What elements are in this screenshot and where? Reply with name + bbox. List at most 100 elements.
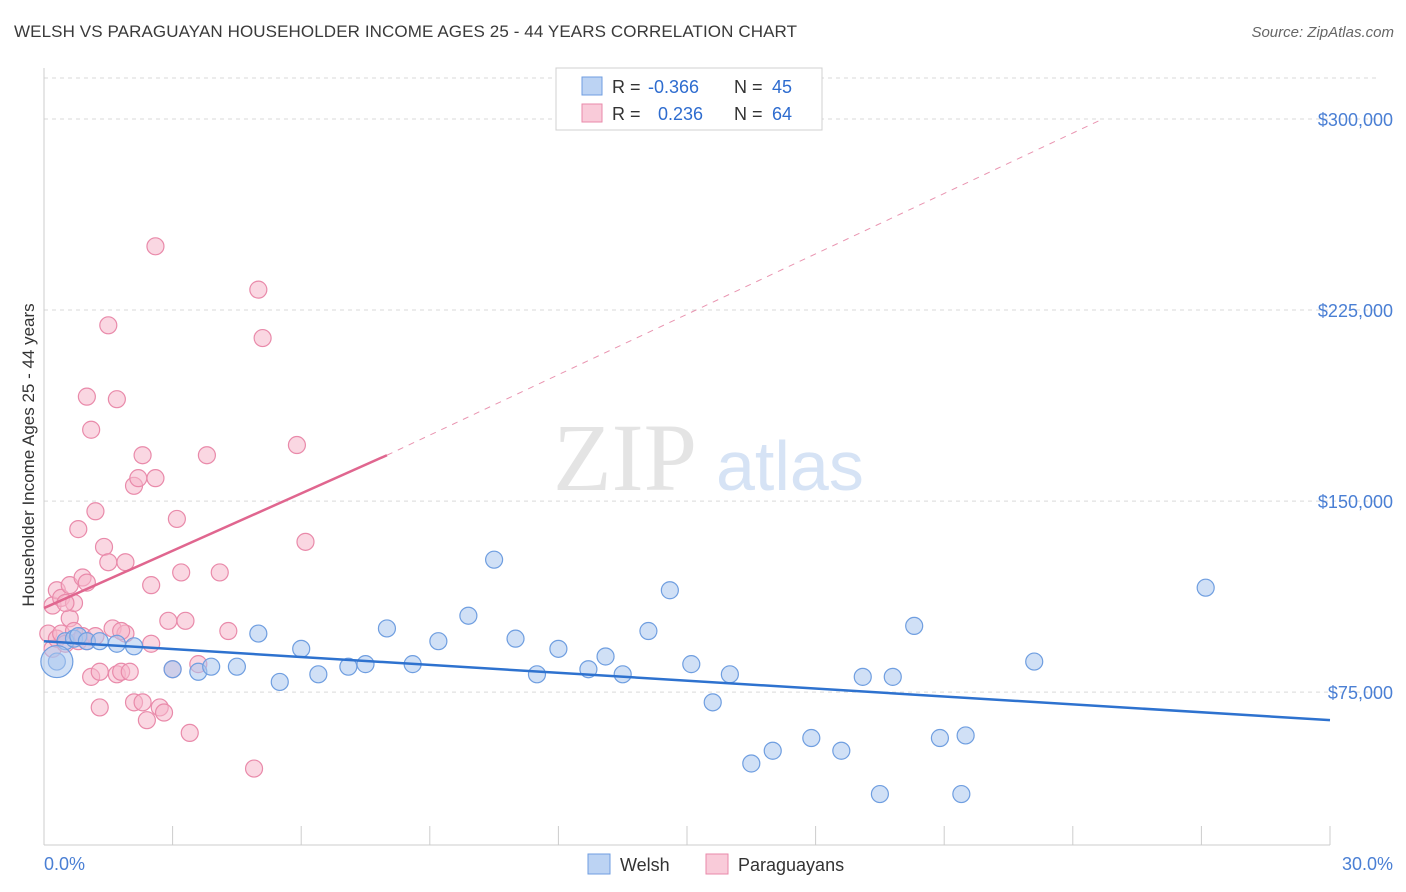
paraguayans-point-33 (120, 662, 139, 681)
welsh-point-40 (883, 667, 902, 686)
welsh-cluster-point (40, 644, 74, 679)
welsh-point-34 (742, 754, 761, 773)
series-legend: Welsh Paraguayans (587, 853, 844, 875)
welsh-point-18 (377, 619, 397, 638)
paraguayans-point-21 (86, 502, 105, 521)
legend-para-n-value: 64 (772, 104, 792, 124)
bottom-legend-para-label: Paraguayans (738, 855, 844, 875)
paraguayans-point-18 (82, 420, 101, 439)
welsh-point-29 (639, 621, 658, 641)
paraguayans-point-28 (107, 390, 126, 409)
trend-line-2 (386, 118, 1104, 456)
y-tick-label-2: $225,000 (1318, 301, 1393, 321)
paraguayans-point-43 (146, 469, 165, 488)
grid (44, 77, 1380, 693)
welsh-point-28 (613, 665, 632, 684)
chart-title: WELSH VS PARAGUAYAN HOUSEHOLDER INCOME A… (14, 22, 798, 41)
welsh-point-39 (870, 784, 890, 804)
watermark-atlas: atlas (716, 427, 864, 505)
y-tick-label-3: $300,000 (1318, 110, 1393, 130)
x-tick-label-max: 30.0% (1342, 854, 1393, 874)
paraguayans-point-59 (287, 435, 307, 455)
paraguayans-point-41 (142, 634, 161, 653)
paraguayans-point-50 (176, 611, 195, 630)
x-tick-label-min: 0.0% (44, 854, 85, 874)
paraguayans-point-42 (146, 237, 165, 256)
trend-lines (43, 118, 1331, 722)
paraguayans-point-23 (90, 662, 109, 681)
paraguayans-point-53 (197, 446, 216, 465)
chart-source: Source: ZipAtlas.com (1251, 24, 1394, 41)
x-tick-marks (43, 826, 1331, 845)
welsh-point-6 (107, 634, 126, 653)
bottom-legend-welsh-label: Welsh (620, 855, 670, 875)
paraguayans-point-54 (210, 563, 229, 582)
paraguayans-point-60 (296, 532, 315, 551)
welsh-point-8 (163, 660, 182, 679)
welsh-point-13 (270, 672, 289, 692)
welsh-point-21 (459, 606, 478, 625)
welsh-point-10 (202, 657, 221, 676)
welsh-point-30 (660, 581, 679, 600)
paraguayans-point-26 (99, 316, 118, 335)
legend-para-r-value: 0.236 (658, 104, 703, 124)
paraguayans-point-56 (244, 759, 264, 778)
paraguayans-point-39 (137, 711, 156, 730)
welsh-point-33 (720, 665, 739, 684)
trend-line-0 (43, 639, 1331, 722)
watermark: ZIP atlas (553, 404, 864, 511)
welsh-point-20 (429, 632, 448, 651)
welsh-point-25 (549, 639, 568, 658)
legend-para-n-label: N = (734, 104, 763, 124)
welsh-point-41 (905, 616, 924, 636)
welsh-point-11 (227, 657, 246, 676)
correlation-legend: R = -0.366 N = 45 R = 0.236 N = 64 (555, 67, 823, 131)
welsh-point-15 (309, 665, 328, 684)
welsh-point-36 (802, 728, 821, 748)
welsh-point-5 (90, 632, 109, 651)
welsh-point-12 (249, 624, 268, 643)
paraguayans-point-22 (90, 698, 109, 717)
welsh-point-32 (703, 693, 722, 712)
legend-para-swatch (581, 103, 603, 123)
paraguayans-point-45 (154, 703, 174, 722)
y-tick-label-0: $75,000 (1328, 683, 1393, 703)
legend-welsh-swatch (581, 76, 603, 96)
paraguayans-point-38 (133, 693, 152, 712)
y-tick-label-1: $150,000 (1318, 492, 1393, 512)
paraguayans-point-36 (129, 469, 148, 488)
welsh-point-46 (1196, 578, 1215, 597)
welsh-point-44 (956, 726, 975, 745)
paraguayans-point-57 (249, 280, 268, 299)
welsh-point-24 (527, 665, 547, 684)
paraguayans-point-37 (133, 446, 152, 465)
welsh-point-22 (485, 550, 504, 569)
watermark-zip: ZIP (553, 404, 697, 511)
paraguayans-point-40 (142, 576, 161, 595)
legend-welsh-n-label: N = (734, 77, 763, 97)
paraguayans-point-24 (94, 537, 114, 557)
paraguayans-point-55 (219, 621, 238, 641)
legend-para-r-label: R = (612, 104, 641, 124)
welsh-point-35 (763, 741, 782, 760)
welsh-point-42 (930, 728, 950, 748)
welsh-point-14 (292, 639, 311, 658)
legend-welsh-n-value: 45 (772, 77, 792, 97)
y-axis-label: Householder Income Ages 25 - 44 years (19, 303, 38, 606)
welsh-point-31 (682, 655, 701, 674)
paraguayans-point-51 (180, 723, 199, 743)
legend-welsh-r-label: R = (612, 77, 641, 97)
y-tick-labels: $75,000 $150,000 $225,000 $300,000 (1318, 110, 1393, 703)
welsh-point-27 (596, 647, 615, 666)
paraguayans-point-12 (69, 520, 88, 539)
welsh-point-17 (356, 655, 375, 674)
bottom-legend-para-swatch (705, 853, 729, 875)
paraguayans-point-48 (167, 509, 186, 529)
paraguayans-point-58 (253, 328, 272, 348)
welsh-point-23 (506, 629, 525, 648)
x-tick-labels: 0.0% 30.0% (44, 854, 1393, 874)
welsh-point-45 (1025, 652, 1044, 671)
paraguayans-point-46 (159, 611, 178, 630)
paraguayans-point-17 (77, 387, 96, 406)
